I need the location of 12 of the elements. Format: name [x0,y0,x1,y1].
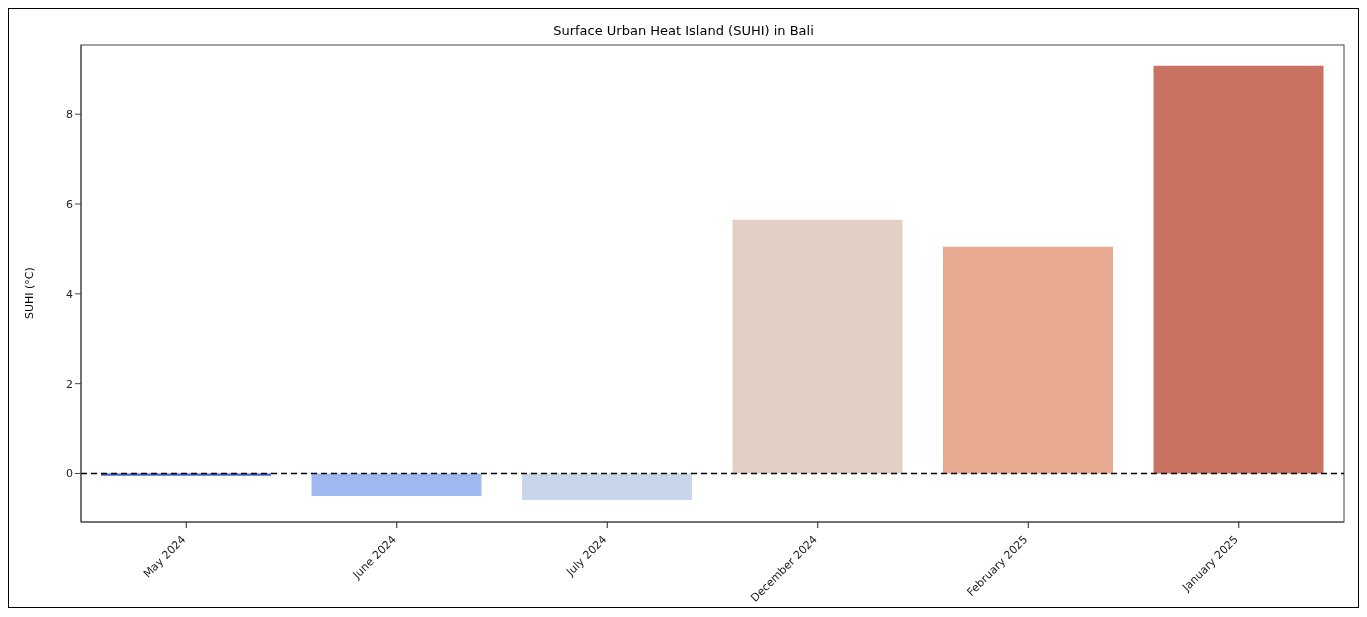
chart-title: Surface Urban Heat Island (SUHI) in Bali [552,23,815,38]
bar [943,246,1113,474]
y-tick-label: 2 [66,377,73,391]
y-tick-label: 8 [66,108,73,122]
y-axis-title: SUHI (°C) [23,267,36,319]
bar [732,219,903,474]
y-tick-label: 4 [66,287,73,301]
bar [311,473,482,496]
y-tick-label: 6 [66,197,73,211]
y-tick-label: 0 [66,467,73,481]
bar [1153,65,1324,474]
bar [522,473,692,500]
